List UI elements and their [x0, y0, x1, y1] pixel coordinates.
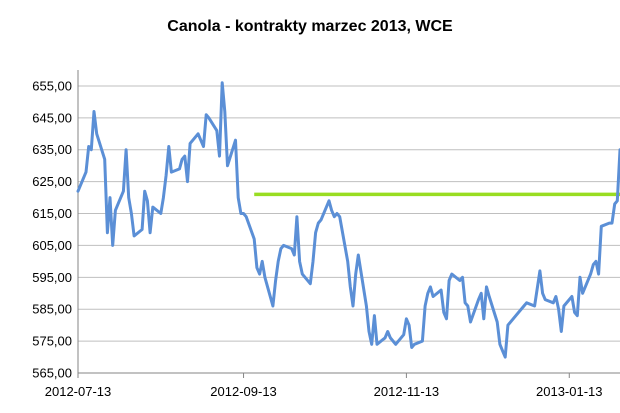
y-tick-label: 565,00	[32, 366, 72, 381]
y-tick-label: 585,00	[32, 302, 72, 317]
x-tick-label: 2012-07-13	[45, 384, 112, 399]
y-tick-label: 655,00	[32, 78, 72, 93]
x-axis-ticks: 2012-07-13 2012-09-13 2012-11-13 2013-01-13	[45, 373, 603, 399]
y-tick-label: 575,00	[32, 334, 72, 349]
y-tick-label: 645,00	[32, 110, 72, 125]
y-axis-ticks: 565,00 575,00 585,00 595,00 605,00 615,00 625,…	[32, 78, 72, 380]
y-tick-label: 605,00	[32, 238, 72, 253]
x-tick-label: 2012-09-13	[210, 384, 277, 399]
series-line	[76, 81, 620, 359]
series-group	[76, 81, 620, 359]
x-tick-label: 2012-11-13	[374, 384, 440, 399]
x-tick-label: 2013-01-13	[536, 384, 603, 399]
y-tick-label: 635,00	[32, 142, 72, 157]
y-tick-label: 625,00	[32, 174, 72, 189]
y-tick-label: 615,00	[32, 206, 72, 221]
y-tick-label: 595,00	[32, 270, 72, 285]
chart-title: Canola - kontrakty marzec 2013, WCE	[167, 18, 453, 35]
